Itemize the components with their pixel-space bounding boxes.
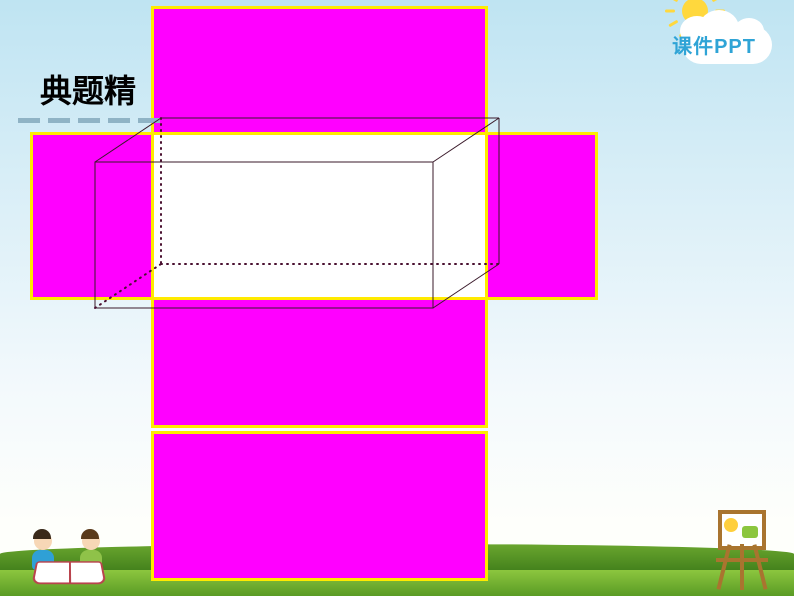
net-panel-bottom — [151, 431, 488, 581]
cuboid-wireframe — [95, 118, 500, 308]
watermark-label: 课件PPT — [672, 30, 756, 59]
slide-heading: 典题精 — [40, 66, 136, 112]
kids-reading-icon — [6, 512, 126, 592]
easel-icon — [702, 506, 782, 592]
net-panel-mid — [151, 300, 488, 428]
net-panel-right — [488, 132, 598, 300]
net-panel-top — [151, 6, 488, 132]
slide-stage: 课件PPT 典题精 — [0, 0, 794, 596]
